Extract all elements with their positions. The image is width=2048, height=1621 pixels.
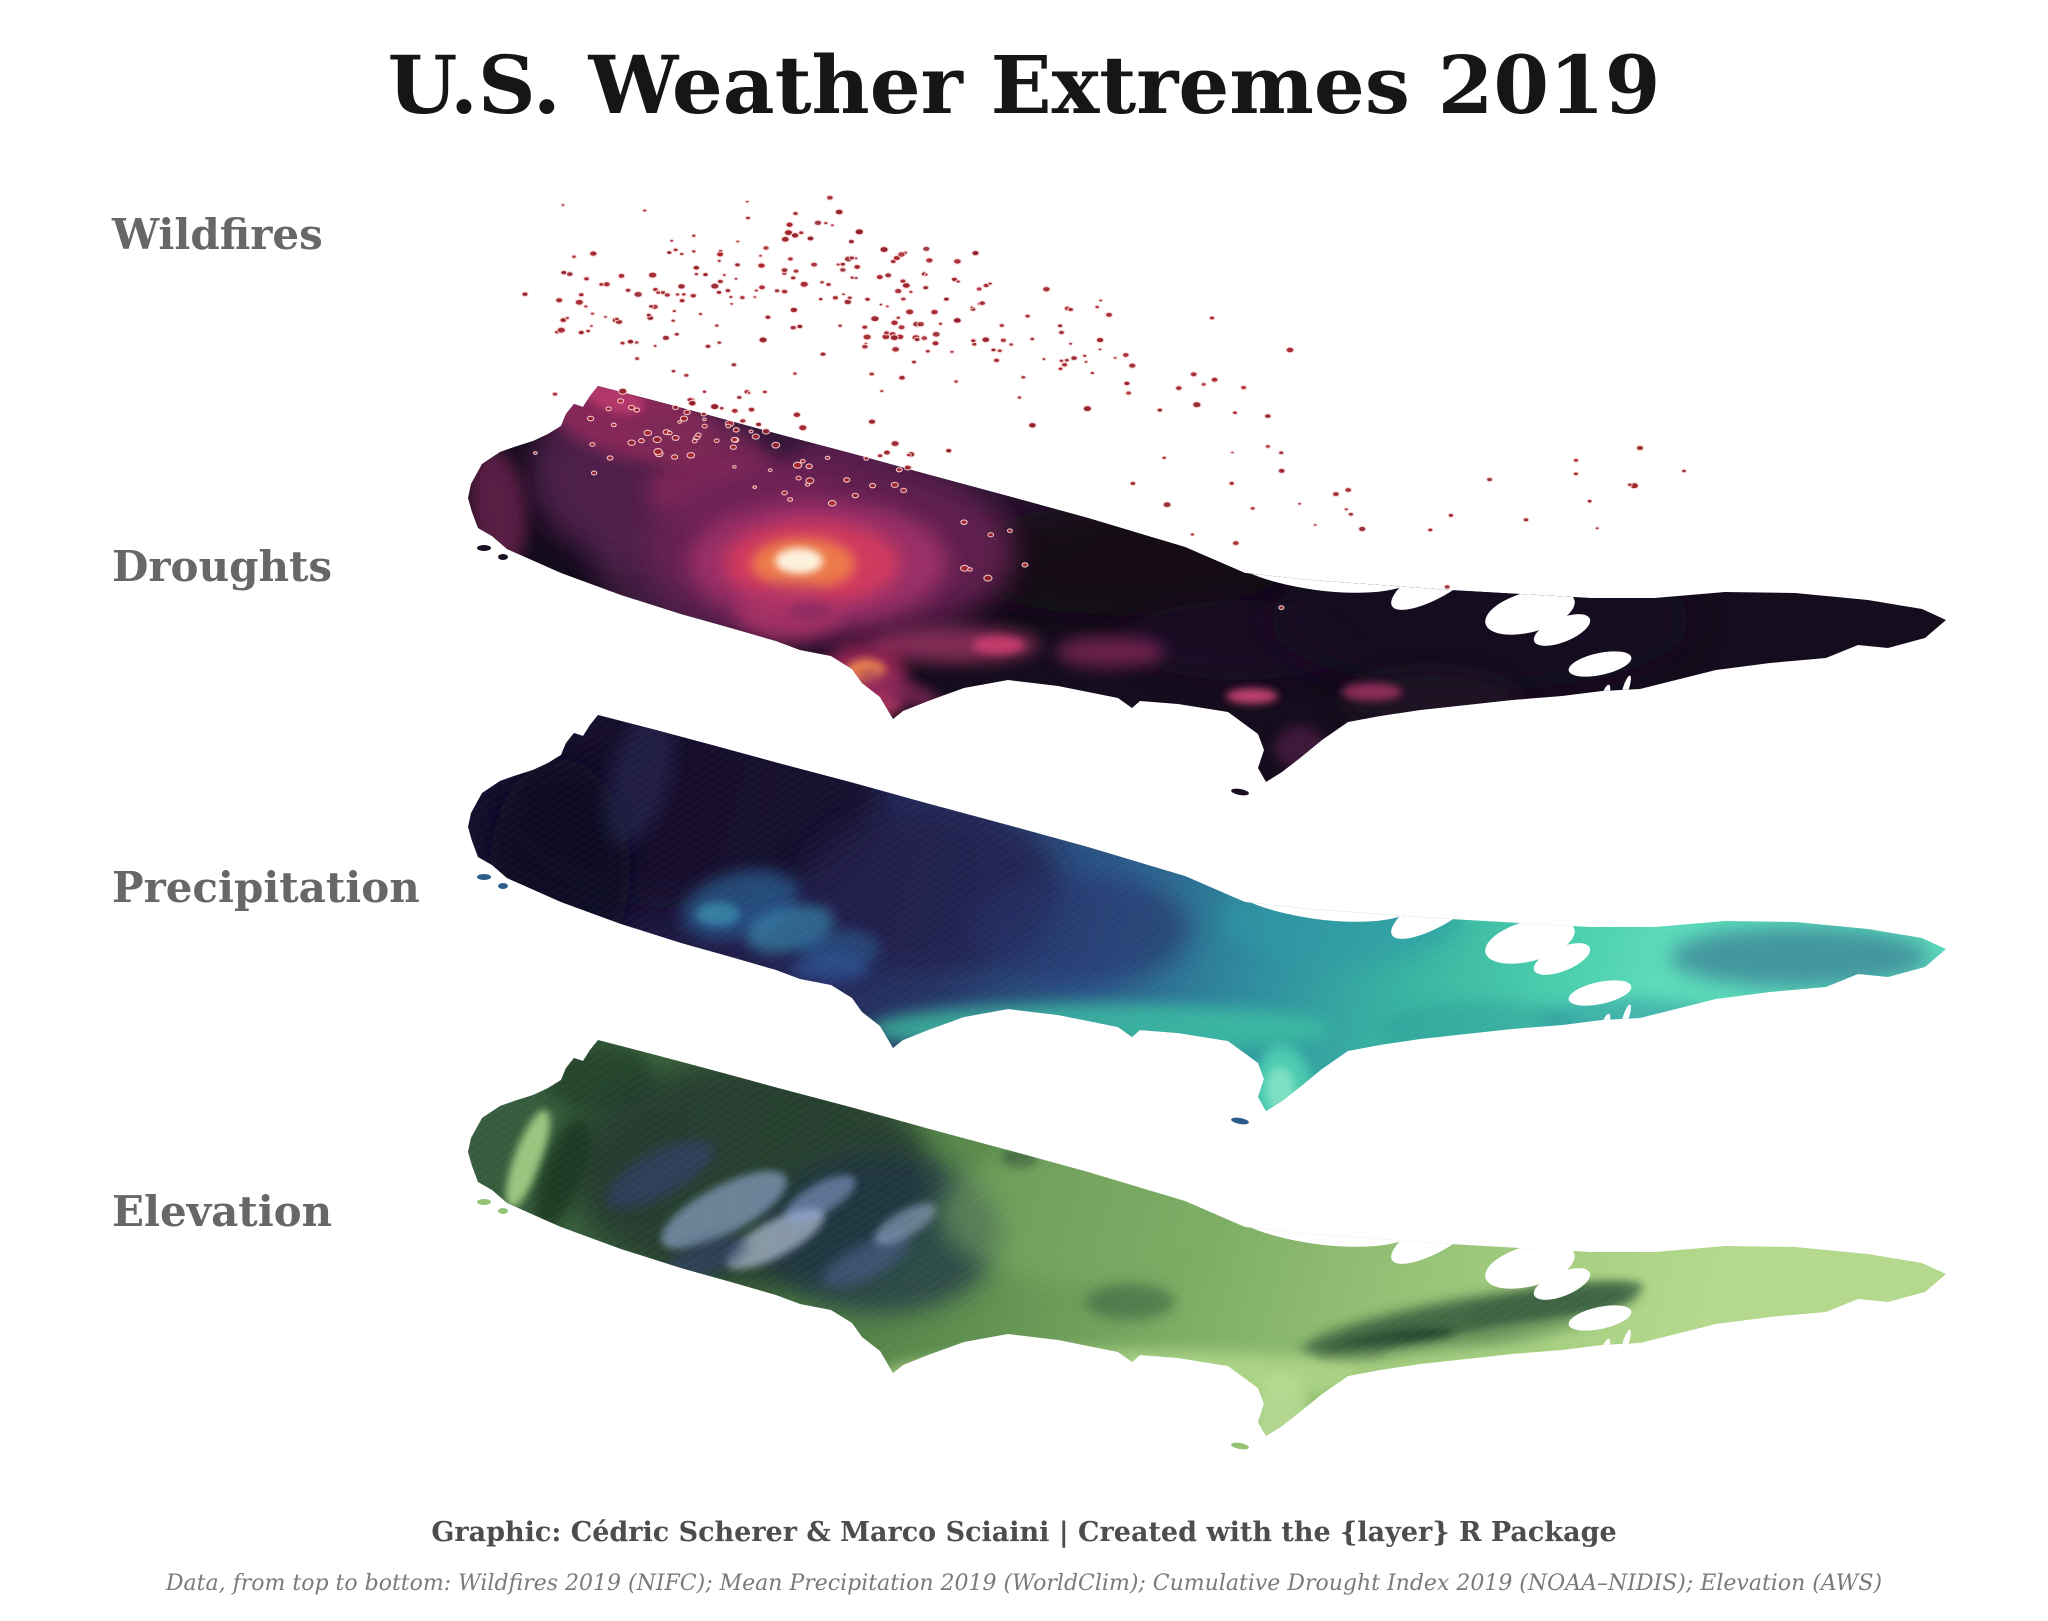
layer-label-elevation: Elevation <box>112 1187 333 1236</box>
elevation-map-layer <box>468 1040 1946 1451</box>
layer-label-wildfires: Wildfires <box>112 210 323 259</box>
caption-credit: Graphic: Cédric Scherer & Marco Sciaini … <box>431 1517 1617 1548</box>
page-title: U.S. Weather Extremes 2019 <box>387 38 1661 132</box>
wildfire-dots <box>521 194 1687 610</box>
layer-label-droughts: Droughts <box>112 542 333 591</box>
layer-label-precipitation: Precipitation <box>112 863 420 912</box>
caption-data-sources: Data, from top to bottom: Wildfires 2019… <box>165 1571 1883 1596</box>
